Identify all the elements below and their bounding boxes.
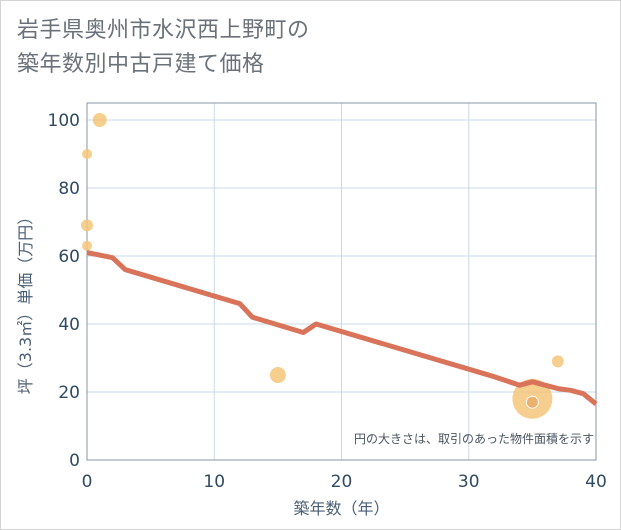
- data-bubble: [551, 355, 564, 368]
- chart-title-line2: 築年数別中古戸建て価格: [17, 52, 265, 77]
- bubble-size-note: 円の大きさは、取引のあった物件面積を示す: [354, 431, 594, 446]
- y-axis-label: 坪（3.3㎡）単価（万円）: [16, 209, 35, 394]
- grid-lines: [87, 103, 596, 460]
- x-tick-label: 0: [82, 472, 93, 492]
- y-tick-label: 20: [58, 383, 80, 403]
- x-tick-label: 30: [458, 472, 480, 492]
- y-tick-label: 40: [58, 315, 80, 335]
- x-axis-label: 築年数（年）: [293, 499, 389, 518]
- data-bubble: [82, 149, 92, 159]
- chart-title-line1: 岩手県奥州市水沢西上野町の: [17, 18, 310, 43]
- x-tick-label: 10: [203, 472, 225, 492]
- data-bubble: [82, 240, 92, 251]
- data-bubble: [81, 219, 93, 232]
- x-tick-label: 20: [331, 472, 353, 492]
- y-tick-label: 60: [58, 247, 80, 267]
- data-bubble: [269, 367, 286, 383]
- x-tick-label: 40: [585, 472, 607, 492]
- trend-line: [86, 250, 598, 406]
- y-axis-ticks: 0 20 40 60 80 100: [48, 111, 80, 471]
- data-bubble: [525, 395, 539, 409]
- scatter-bubbles-inner: [525, 395, 539, 409]
- scatter-bubbles: [81, 113, 564, 419]
- data-bubble: [92, 113, 107, 127]
- plot-border: [86, 102, 597, 461]
- chart-title: 岩手県奥州市水沢西上野町の 築年数別中古戸建て価格: [17, 14, 310, 82]
- x-axis-ticks: 0 10 20 30 40: [82, 472, 607, 492]
- y-tick-label: 0: [69, 451, 80, 471]
- y-tick-label: 80: [58, 179, 80, 199]
- y-tick-label: 100: [48, 111, 80, 131]
